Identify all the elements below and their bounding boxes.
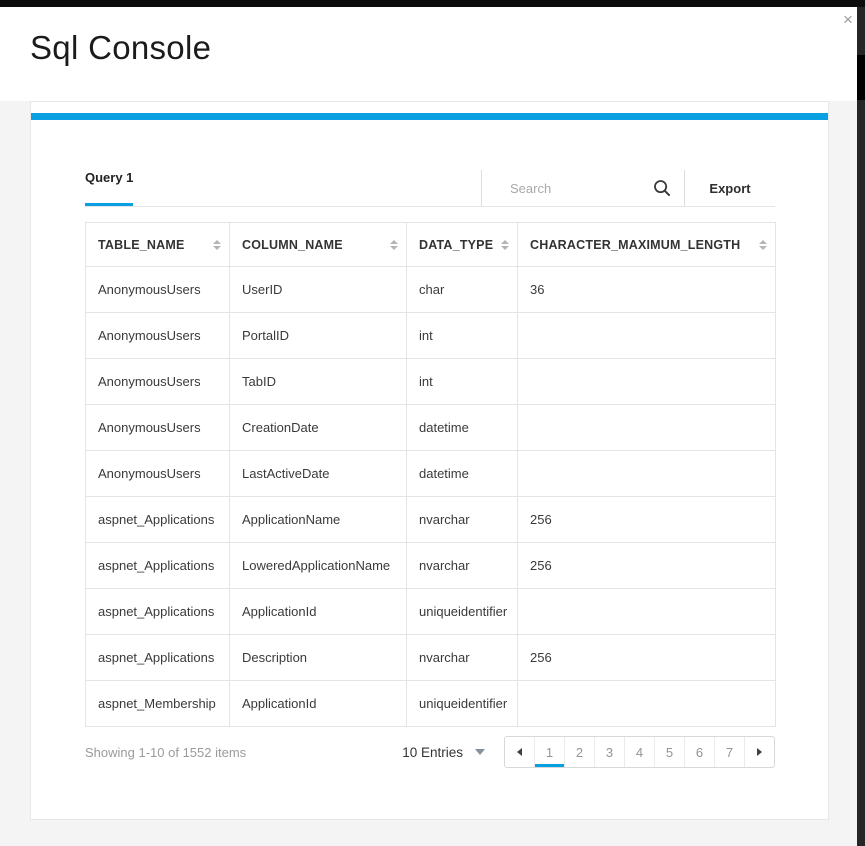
column-header-label: COLUMN_NAME — [242, 237, 343, 252]
chevron-down-icon — [475, 749, 485, 755]
cell-max-length — [517, 588, 776, 635]
cell-column-name: ApplicationId — [229, 680, 407, 727]
cell-max-length — [517, 312, 776, 359]
results-table: TABLE_NAME COLUMN_NAME DATA_TYPE CHARACT… — [85, 222, 776, 727]
search-icon[interactable] — [653, 179, 671, 197]
cell-table-name: AnonymousUsers — [85, 358, 230, 405]
screen-top-edge — [0, 0, 865, 7]
cell-table-name: AnonymousUsers — [85, 404, 230, 451]
cell-data-type: uniqueidentifier — [406, 588, 518, 635]
page-button-7[interactable]: 7 — [714, 737, 744, 767]
cell-column-name: ApplicationName — [229, 496, 407, 543]
column-header-label: DATA_TYPE — [419, 237, 494, 252]
close-icon[interactable]: × — [843, 10, 853, 29]
scrollbar-segment — [857, 55, 865, 100]
page-button-5[interactable]: 5 — [654, 737, 684, 767]
export-button[interactable]: Export — [684, 170, 775, 206]
page-button-2[interactable]: 2 — [564, 737, 594, 767]
cell-column-name: LastActiveDate — [229, 450, 407, 497]
cell-data-type: int — [406, 358, 518, 405]
column-header-label: TABLE_NAME — [98, 237, 185, 252]
cell-table-name: AnonymousUsers — [85, 450, 230, 497]
page-button-3[interactable]: 3 — [594, 737, 624, 767]
showing-items-text: Showing 1-10 of 1552 items — [85, 744, 247, 760]
cell-max-length — [517, 358, 776, 405]
cell-data-type: int — [406, 312, 518, 359]
entries-per-page-dropdown[interactable]: 10 Entries — [402, 745, 485, 760]
cell-table-name: aspnet_Applications — [85, 588, 230, 635]
cell-max-length: 256 — [517, 634, 776, 681]
sort-icon — [759, 239, 767, 250]
cell-column-name: Description — [229, 634, 407, 681]
cell-max-length — [517, 450, 776, 497]
cell-max-length: 256 — [517, 496, 776, 543]
cell-max-length — [517, 680, 776, 727]
column-header-column-name[interactable]: COLUMN_NAME — [229, 222, 407, 267]
column-header-label: CHARACTER_MAXIMUM_LENGTH — [530, 237, 741, 252]
accent-bar — [31, 113, 828, 120]
panel-body: Query 1 Export TABLE_NAME — [31, 144, 828, 768]
cell-data-type: nvarchar — [406, 634, 518, 681]
sort-icon — [213, 239, 221, 250]
tab-bar: Query 1 Export — [85, 144, 775, 207]
screen-right-edge — [857, 0, 865, 846]
cell-max-length: 36 — [517, 266, 776, 313]
cell-column-name: TabID — [229, 358, 407, 405]
table-row: AnonymousUsers LastActiveDate datetime — [85, 450, 776, 497]
cell-max-length: 256 — [517, 542, 776, 589]
cell-table-name: aspnet_Applications — [85, 542, 230, 589]
cell-max-length — [517, 404, 776, 451]
right-triangle-icon — [757, 748, 762, 756]
cell-table-name: aspnet_Applications — [85, 496, 230, 543]
table-row: aspnet_Applications ApplicationId unique… — [85, 588, 776, 635]
cell-data-type: datetime — [406, 450, 518, 497]
prev-page-button[interactable] — [505, 737, 534, 767]
table-row: aspnet_Applications ApplicationName nvar… — [85, 496, 776, 543]
column-header-data-type[interactable]: DATA_TYPE — [406, 222, 518, 267]
cell-data-type: nvarchar — [406, 496, 518, 543]
page-button-4[interactable]: 4 — [624, 737, 654, 767]
sql-console-panel: Query 1 Export TABLE_NAME — [30, 101, 829, 820]
cell-table-name: AnonymousUsers — [85, 266, 230, 313]
pagination: 1 2 3 4 5 6 7 — [504, 736, 775, 768]
cell-column-name: UserID — [229, 266, 407, 313]
sort-icon — [501, 239, 509, 250]
page-title: Sql Console — [30, 29, 212, 66]
toolbar-right: Export — [481, 170, 775, 206]
cell-data-type: datetime — [406, 404, 518, 451]
cell-column-name: ApplicationId — [229, 588, 407, 635]
entries-label: 10 Entries — [402, 744, 463, 760]
cell-data-type: nvarchar — [406, 542, 518, 589]
column-header-character-maximum-length[interactable]: CHARACTER_MAXIMUM_LENGTH — [517, 222, 776, 267]
table-row: AnonymousUsers PortalID int — [85, 312, 776, 359]
cell-table-name: aspnet_Membership — [85, 680, 230, 727]
table-row: AnonymousUsers TabID int — [85, 358, 776, 405]
table-row: AnonymousUsers CreationDate datetime — [85, 404, 776, 451]
table-row: AnonymousUsers UserID char 36 — [85, 266, 776, 313]
tab-query-1[interactable]: Query 1 — [85, 170, 134, 206]
cell-table-name: AnonymousUsers — [85, 312, 230, 359]
table-row: aspnet_Applications Description nvarchar… — [85, 634, 776, 681]
next-page-button[interactable] — [744, 737, 774, 767]
cell-data-type: char — [406, 266, 518, 313]
left-triangle-icon — [517, 748, 522, 756]
cell-column-name: PortalID — [229, 312, 407, 359]
table-row: aspnet_Membership ApplicationId uniqueid… — [85, 680, 776, 727]
table-row: aspnet_Applications LoweredApplicationNa… — [85, 542, 776, 589]
cell-column-name: CreationDate — [229, 404, 407, 451]
cell-table-name: aspnet_Applications — [85, 634, 230, 681]
column-header-table-name[interactable]: TABLE_NAME — [85, 222, 230, 267]
table-footer: Showing 1-10 of 1552 items 10 Entries 1 … — [85, 736, 775, 768]
cell-data-type: uniqueidentifier — [406, 680, 518, 727]
modal-header: Sql Console × — [0, 7, 857, 101]
page-button-1[interactable]: 1 — [534, 737, 564, 767]
table-header-row: TABLE_NAME COLUMN_NAME DATA_TYPE CHARACT… — [85, 222, 776, 267]
search-box — [481, 170, 684, 206]
page-button-6[interactable]: 6 — [684, 737, 714, 767]
cell-column-name: LoweredApplicationName — [229, 542, 407, 589]
search-input[interactable] — [510, 180, 640, 196]
sort-icon — [390, 239, 398, 250]
